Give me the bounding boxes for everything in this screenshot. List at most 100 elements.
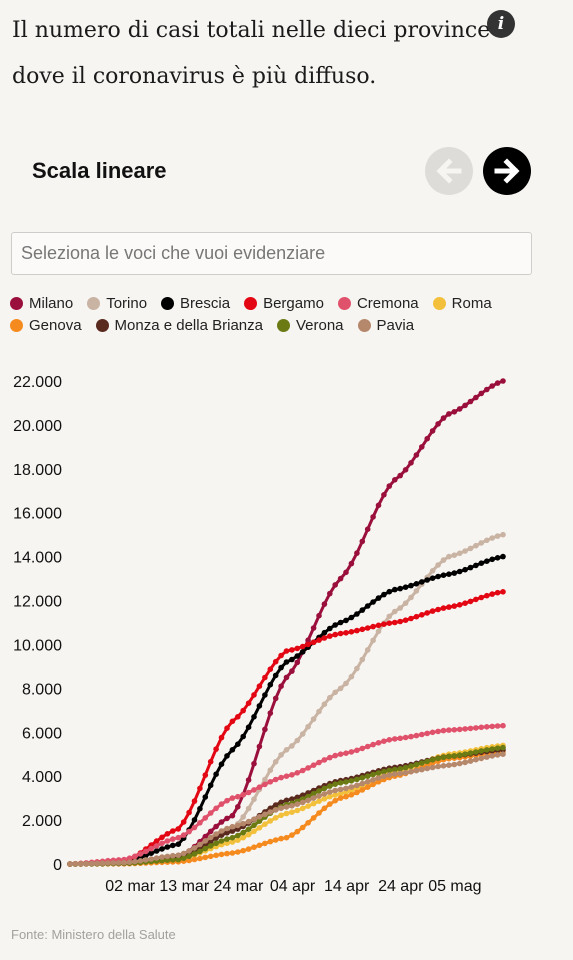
info-icon[interactable]: i [487,10,515,38]
data-point [283,797,290,804]
data-point [364,526,371,532]
data-point [72,861,79,867]
data-point [235,793,241,800]
data-point [294,659,301,666]
data-point [132,853,138,860]
data-point [494,752,501,758]
arrow-right-icon [494,158,520,184]
highlight-search-input[interactable]: Seleziona le voci che vuoi evidenziare [11,232,532,275]
data-point [240,834,246,841]
y-tick-label: 0 [53,857,62,874]
data-point [283,810,290,817]
data-point [262,776,268,783]
x-tick-label: 14 apr [324,878,370,895]
data-point [229,747,236,753]
data-point [278,664,284,671]
data-point [440,415,447,421]
y-tick-label: 20.000 [13,418,62,435]
data-point [462,751,468,757]
series-line [69,379,504,866]
data-point [484,386,490,393]
data-point [397,605,404,611]
data-point [294,653,301,659]
data-point [456,760,463,767]
data-point [484,724,490,730]
data-point [267,809,274,815]
data-point [462,402,468,409]
legend-item[interactable]: Brescia [161,294,230,312]
data-point [359,780,366,787]
data-point [191,851,198,857]
data-point [321,601,328,607]
data-point [267,710,274,716]
data-point [381,738,387,744]
data-point [115,860,122,866]
data-point [278,812,284,819]
data-point [386,613,393,620]
data-point [402,467,409,473]
data-point [386,737,393,743]
x-tick-label: 02 mar [105,878,155,895]
legend-item[interactable]: Milano [10,294,73,312]
data-point [278,805,284,811]
data-point [494,533,501,539]
data-point [153,848,160,854]
data-point [148,845,154,852]
data-point [262,811,268,818]
data-point [305,641,311,648]
legend-item[interactable]: Pavia [357,316,415,334]
data-point [364,784,371,790]
data-point [175,856,182,863]
data-point [381,773,387,780]
data-point [191,845,198,851]
arrow-left-icon [436,158,462,184]
data-point [419,444,425,450]
data-point [446,727,452,733]
data-point [354,550,360,556]
data-point [251,844,257,850]
data-point [299,767,306,774]
data-point [197,820,203,826]
data-point [224,753,230,759]
data-point [305,637,311,643]
series-line [69,590,504,866]
data-point [99,860,106,866]
data-point [343,793,349,800]
legend-item[interactable]: Verona [276,316,344,334]
legend-item[interactable]: Monza e della Brianza [95,316,263,334]
data-point [327,633,333,639]
data-point [278,799,284,806]
legend-item[interactable]: Genova [10,316,82,334]
y-tick-label: 16.000 [13,506,62,523]
series-line [69,555,504,866]
data-point [332,689,339,696]
legend-item[interactable]: Torino [87,294,147,312]
data-point [429,757,436,763]
data-point [337,780,344,786]
data-point [397,472,404,479]
data-point [429,575,436,581]
legend-item[interactable]: Bergamo [244,294,324,312]
data-point [207,834,214,841]
data-point [429,568,436,574]
legend-color-dot [161,296,175,310]
data-point [375,740,382,746]
data-point [175,826,182,832]
legend-item[interactable]: Cremona [337,294,419,312]
legend-label: Pavia [376,316,415,334]
data-point [289,668,295,674]
data-point [256,784,263,790]
x-tick-label: 05 mag [428,878,481,895]
data-point [478,540,485,546]
data-point [408,763,414,769]
previous-button[interactable] [425,147,473,195]
data-point [473,596,479,603]
data-point [375,770,382,776]
next-button[interactable] [483,147,531,195]
data-point [413,452,420,458]
line-chart: 0 2.000 4.000 6.000 8.000 10.000 12.000 14.000 1… [13,374,506,895]
legend-item[interactable]: Roma [432,294,492,312]
data-point [348,673,355,680]
data-point [235,741,241,747]
data-point [435,763,441,770]
